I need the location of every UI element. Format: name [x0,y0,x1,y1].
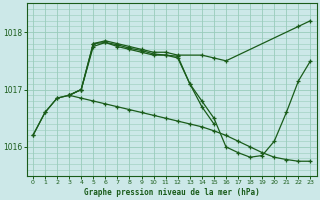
X-axis label: Graphe pression niveau de la mer (hPa): Graphe pression niveau de la mer (hPa) [84,188,260,197]
